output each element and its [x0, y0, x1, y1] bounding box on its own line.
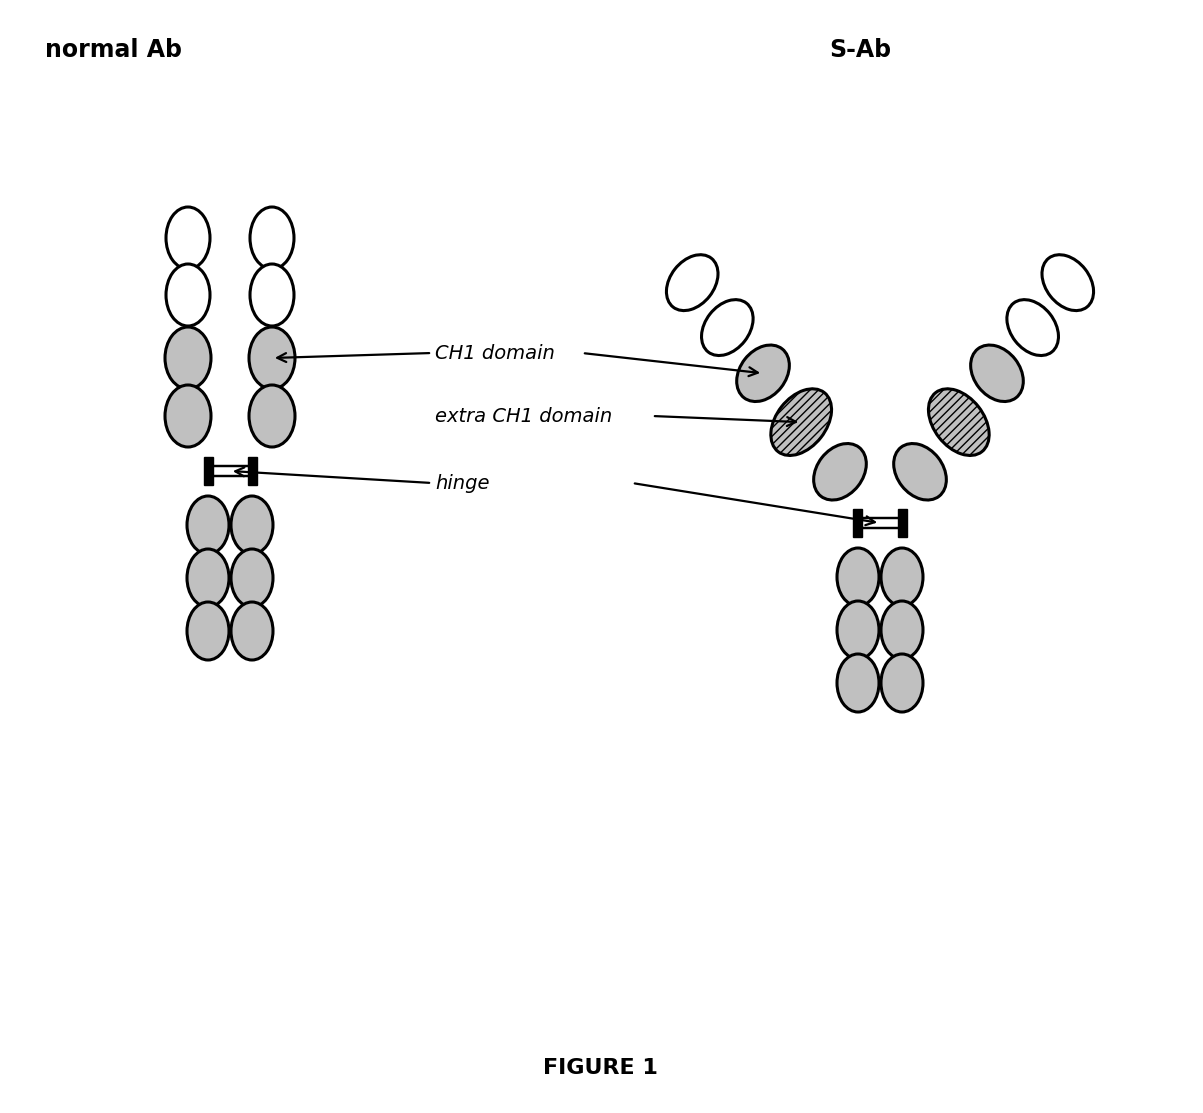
Ellipse shape	[837, 654, 879, 712]
Ellipse shape	[231, 549, 273, 607]
Text: FIGURE 1: FIGURE 1	[543, 1058, 657, 1078]
Ellipse shape	[165, 385, 211, 447]
Ellipse shape	[771, 388, 831, 455]
Ellipse shape	[231, 496, 273, 554]
Bar	[203, 457, 213, 485]
Ellipse shape	[186, 602, 229, 660]
Text: extra CH1 domain: extra CH1 domain	[435, 406, 612, 425]
Ellipse shape	[881, 654, 923, 712]
Ellipse shape	[165, 327, 211, 390]
Text: normal Ab: normal Ab	[45, 38, 182, 62]
Ellipse shape	[701, 299, 753, 355]
Ellipse shape	[250, 207, 294, 269]
Text: S-Ab: S-Ab	[829, 38, 891, 62]
Ellipse shape	[249, 385, 295, 447]
Ellipse shape	[249, 327, 295, 390]
Ellipse shape	[666, 255, 718, 311]
Text: CH1 domain: CH1 domain	[435, 344, 555, 363]
Ellipse shape	[231, 602, 273, 660]
Ellipse shape	[1007, 299, 1059, 355]
Ellipse shape	[1042, 255, 1094, 311]
Ellipse shape	[736, 345, 789, 402]
Ellipse shape	[250, 264, 294, 326]
Ellipse shape	[166, 207, 211, 269]
Ellipse shape	[894, 444, 947, 500]
Ellipse shape	[813, 444, 866, 500]
Ellipse shape	[837, 548, 879, 605]
Ellipse shape	[971, 345, 1024, 402]
Ellipse shape	[881, 601, 923, 659]
Ellipse shape	[929, 388, 989, 455]
Ellipse shape	[166, 264, 211, 326]
Bar	[853, 509, 863, 536]
Text: hinge: hinge	[435, 473, 490, 492]
Ellipse shape	[881, 548, 923, 605]
Ellipse shape	[186, 496, 229, 554]
Ellipse shape	[837, 601, 879, 659]
Ellipse shape	[186, 549, 229, 607]
Bar	[248, 457, 256, 485]
Bar	[897, 509, 907, 536]
